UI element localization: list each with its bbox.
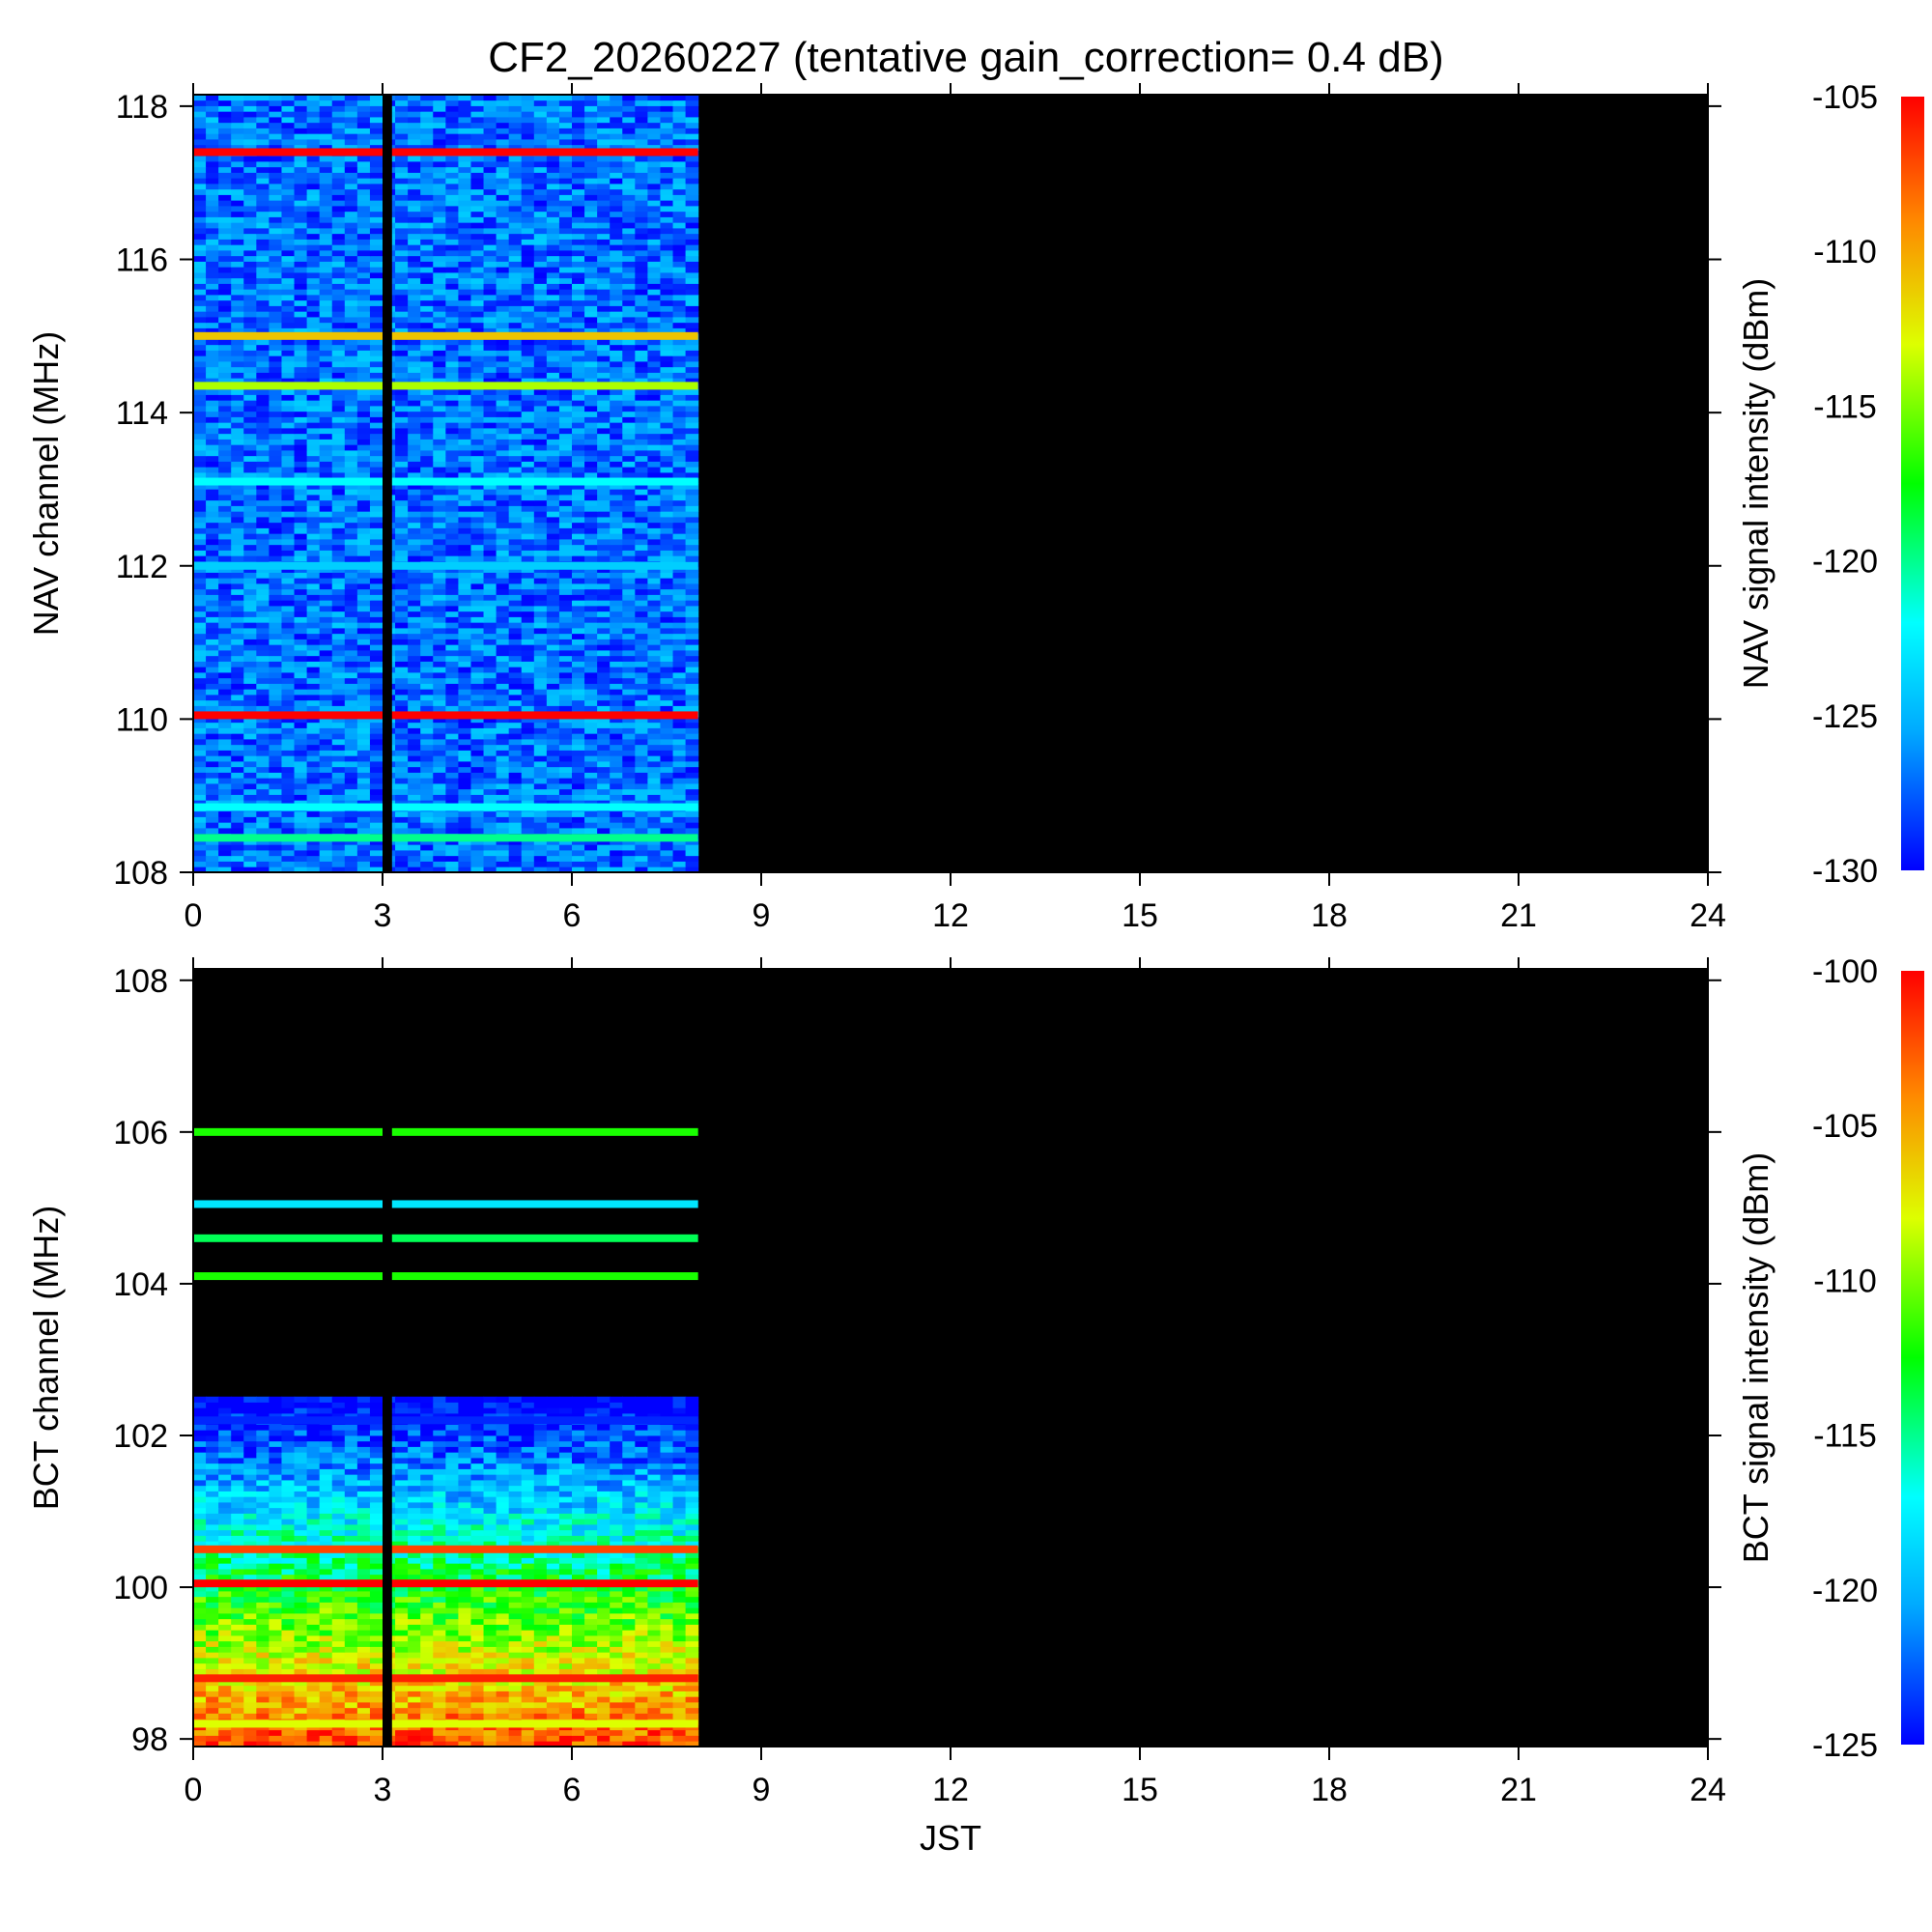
y-tick-label: 116 — [116, 242, 168, 279]
colorbar-label: BCT signal intensity (dBm) — [1736, 1152, 1776, 1563]
colorbar-tick-label: -115 — [1813, 388, 1877, 425]
x-tick-label: 18 — [1311, 897, 1348, 934]
colorbar-label: NAV signal intensity (dBm) — [1736, 278, 1776, 689]
colorbar-tick-label: -120 — [1812, 1573, 1878, 1609]
channel-line — [193, 1674, 698, 1683]
data-gap — [383, 969, 392, 1747]
y-tick-label: 108 — [113, 855, 168, 892]
channel-line — [193, 1545, 698, 1553]
x-tick-label: 15 — [1122, 897, 1158, 934]
y-tick-label: 102 — [113, 1418, 168, 1455]
x-tick-label: 6 — [563, 897, 582, 934]
y-tick-label: 112 — [116, 549, 168, 585]
x-tick-label: 3 — [374, 897, 392, 934]
x-tick-label: 24 — [1690, 897, 1726, 934]
x-tick-label: 12 — [932, 897, 969, 934]
colorbar-tick-label: -130 — [1812, 853, 1878, 890]
channel-line — [193, 477, 698, 486]
channel-line — [193, 148, 698, 156]
x-tick-label: 15 — [1122, 1772, 1158, 1808]
y-tick-label: 98 — [131, 1721, 168, 1758]
colorbar-tick-label: -120 — [1812, 544, 1878, 581]
x-tick-label: 0 — [185, 1772, 203, 1808]
nav-panel: 0 3 6 9 12 15 18 21 24 108 110 112 114 116 118 NAV chan… — [26, 79, 1924, 934]
y-tick-label: 114 — [116, 395, 168, 432]
channel-line — [193, 1272, 698, 1281]
colorbar-tick-label: -110 — [1813, 1263, 1877, 1299]
channel-line — [193, 382, 698, 390]
y-axis-label: BCT channel (MHz) — [26, 1206, 66, 1510]
channel-line — [193, 1719, 698, 1728]
x-tick-label: 9 — [753, 1772, 771, 1808]
x-tick-label: 3 — [374, 1772, 392, 1808]
colorbar — [1901, 971, 1924, 1745]
data-gap — [383, 95, 392, 872]
colorbar-tick-label: -100 — [1812, 953, 1878, 990]
colorbar-tick-label: -115 — [1813, 1418, 1877, 1455]
x-tick-label: 18 — [1311, 1772, 1348, 1808]
channel-line — [193, 1200, 698, 1208]
x-axis-label: JST — [920, 1818, 981, 1858]
colorbar-tick-label: -105 — [1812, 79, 1878, 116]
heatmap-cells — [193, 95, 699, 873]
bct-panel: 0 3 6 9 12 15 18 21 24 98 100 102 104 106 108 BCT chann… — [26, 953, 1924, 1858]
chart-title: CF2_20260227 (tentative gain_correction=… — [488, 34, 1443, 81]
x-tick-label: 12 — [932, 1772, 969, 1808]
y-tick-label: 100 — [113, 1570, 168, 1606]
colorbar-tick-label: -110 — [1813, 234, 1877, 270]
channel-line — [193, 834, 698, 842]
x-tick-label: 24 — [1690, 1772, 1726, 1808]
channel-line — [193, 1416, 698, 1425]
x-tick-label: 21 — [1500, 897, 1537, 934]
x-tick-label: 21 — [1500, 1772, 1537, 1808]
colorbar — [1901, 97, 1924, 870]
channel-line — [193, 803, 698, 811]
channel-line — [193, 1579, 698, 1588]
channel-line — [193, 711, 698, 720]
y-tick-label: 110 — [116, 701, 168, 738]
y-tick-label: 106 — [113, 1115, 168, 1151]
channel-line — [193, 331, 698, 340]
colorbar-tick-label: -105 — [1812, 1108, 1878, 1145]
y-tick-label: 118 — [116, 89, 168, 126]
channel-line — [193, 561, 698, 570]
y-tick-label: 108 — [113, 963, 168, 1000]
x-tick-label: 0 — [185, 897, 203, 934]
y-tick-label: 104 — [113, 1266, 168, 1303]
x-tick-label: 9 — [753, 897, 771, 934]
y-axis-label: NAV channel (MHz) — [26, 331, 66, 636]
colorbar-tick-label: -125 — [1812, 698, 1878, 735]
colorbar-tick-label: -125 — [1812, 1727, 1878, 1764]
channel-line — [193, 1234, 698, 1242]
channel-line — [193, 1127, 698, 1136]
heatmap-cells — [193, 969, 699, 1747]
x-tick-label: 6 — [563, 1772, 582, 1808]
